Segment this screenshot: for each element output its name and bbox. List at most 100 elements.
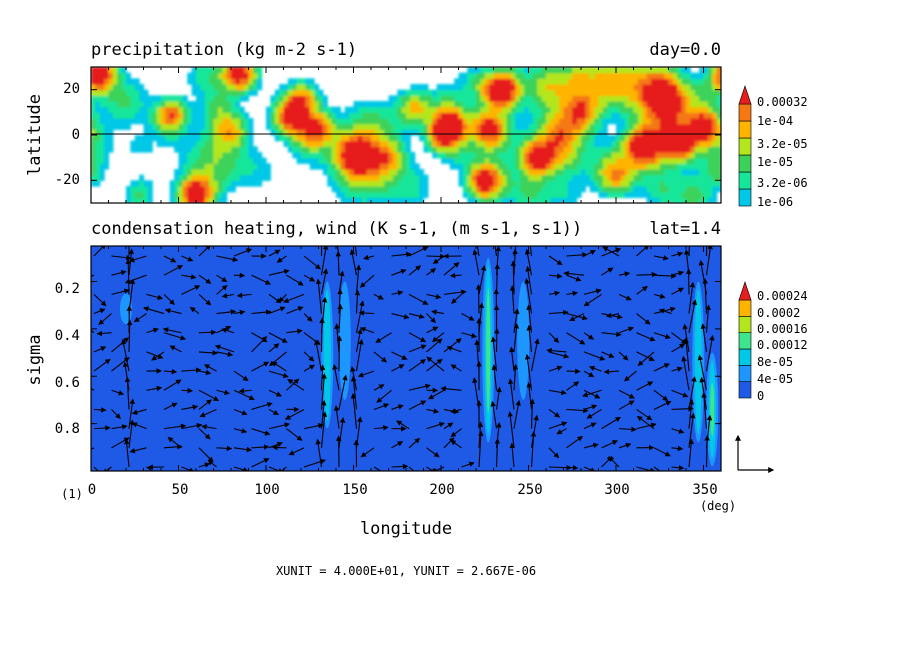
precip-cell — [200, 106, 206, 113]
colorbar-label: 4e-05 — [757, 372, 793, 386]
precip-cell — [344, 157, 350, 164]
reference-vector — [735, 434, 775, 473]
precip-cell — [462, 157, 468, 164]
precip-cell — [296, 129, 302, 136]
precip-cell — [572, 163, 578, 170]
precip-cell — [489, 186, 495, 193]
precip-cell — [515, 180, 521, 187]
precip-cell — [231, 129, 236, 136]
precip-cell — [366, 191, 372, 198]
precip-cell — [401, 186, 407, 193]
precip-cell — [594, 72, 600, 79]
precip-cell — [471, 89, 477, 96]
precip-cell — [235, 78, 241, 85]
precip-cell — [476, 197, 481, 203]
precip-cell — [292, 101, 298, 108]
precip-cell — [204, 146, 210, 153]
colorbar-label: 0.00032 — [757, 95, 808, 109]
precip-cell — [497, 140, 503, 147]
precip-cell — [515, 129, 521, 136]
precip-cell — [642, 180, 648, 187]
precip-cell — [200, 180, 206, 187]
precip-cell — [108, 112, 114, 119]
precip-cell — [169, 101, 175, 108]
precip-cell — [672, 186, 678, 193]
precip-cell — [392, 118, 398, 125]
precip-cell — [637, 146, 643, 153]
precip-cell — [169, 197, 175, 203]
precip-cell — [515, 95, 521, 102]
precip-cell — [476, 95, 481, 102]
precip-cell — [296, 135, 302, 142]
precip-cell — [703, 89, 709, 96]
precip-cell — [217, 174, 223, 181]
precip-cell — [231, 101, 236, 108]
precip-cell — [217, 163, 223, 170]
precip-cell — [611, 101, 617, 108]
precip-cell — [581, 157, 586, 164]
precip-cell — [572, 135, 578, 142]
precip-cell — [414, 95, 420, 102]
precip-cell — [624, 140, 630, 147]
colorbar-label: 0.00016 — [757, 322, 808, 336]
precip-cell — [528, 129, 534, 136]
precip-cell — [209, 191, 215, 198]
precip-cell — [292, 123, 298, 130]
precip-cell — [511, 106, 516, 113]
precip-cell — [244, 180, 250, 187]
precip-cell — [480, 191, 486, 198]
precip-cell — [659, 135, 665, 142]
precip-cell — [493, 118, 499, 125]
precip-cell — [712, 191, 718, 198]
precip-cell — [524, 118, 530, 125]
precip-cell — [257, 78, 263, 85]
precip-cell — [576, 95, 582, 102]
precip-cell — [371, 186, 376, 193]
precip-cell — [209, 89, 215, 96]
precip-cell — [572, 106, 578, 113]
wind-vector — [530, 338, 540, 372]
precip-cell — [244, 152, 250, 159]
precip-cell — [397, 106, 403, 113]
precip-cell — [554, 112, 560, 119]
precip-cell — [699, 106, 705, 113]
precip-cell — [379, 118, 385, 125]
precip-cell — [506, 152, 512, 159]
precip-cell — [572, 89, 578, 96]
wind-vector — [653, 389, 669, 401]
precip-cell — [121, 95, 127, 102]
precip-cell — [493, 67, 499, 74]
precip-cell — [156, 123, 162, 130]
precip-cell — [331, 135, 337, 142]
precip-cell — [309, 152, 315, 159]
precip-cell — [502, 129, 508, 136]
precip-cell — [629, 135, 635, 142]
precip-cell — [182, 118, 188, 125]
precip-cell — [182, 163, 188, 170]
precip-cell — [458, 72, 464, 79]
precip-cell — [213, 72, 219, 79]
precip-cell — [589, 89, 595, 96]
precip-cell — [524, 174, 530, 181]
precip-cell — [379, 106, 385, 113]
precip-cell — [401, 163, 407, 170]
precip-cell — [248, 89, 254, 96]
precip-cell — [690, 157, 696, 164]
precip-cell — [703, 78, 709, 85]
precip-cell — [554, 72, 560, 79]
precip-cell — [541, 163, 547, 170]
wind-vector — [601, 440, 619, 449]
precip-cell — [314, 157, 320, 164]
precip-cell — [572, 174, 578, 181]
precip-cell — [716, 174, 721, 181]
precip-cell — [191, 169, 197, 176]
precip-cell — [467, 163, 473, 170]
precip-cell — [235, 129, 241, 136]
precip-cell — [528, 67, 534, 74]
precip-cell — [476, 169, 481, 176]
precip-cell — [655, 118, 661, 125]
precip-cell — [716, 180, 721, 187]
precip-cell — [493, 106, 499, 113]
precip-cell — [655, 101, 661, 108]
precip-cell — [651, 106, 656, 113]
